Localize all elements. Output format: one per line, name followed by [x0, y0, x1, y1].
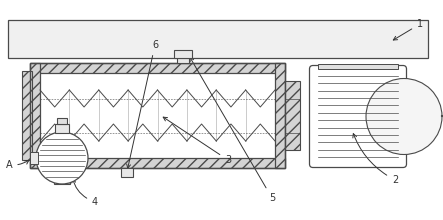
Bar [275, 63, 285, 168]
Circle shape [36, 132, 88, 184]
Bar [40, 73, 275, 158]
Bar [174, 50, 192, 57]
Bar [285, 81, 300, 150]
Bar [177, 57, 189, 63]
Bar [55, 124, 69, 133]
Bar [30, 152, 38, 164]
Bar [30, 63, 285, 168]
Text: 5: 5 [190, 57, 275, 203]
Bar [318, 64, 398, 69]
FancyBboxPatch shape [310, 66, 407, 167]
Text: 3: 3 [163, 117, 231, 165]
Text: 2: 2 [353, 134, 398, 185]
Text: 4: 4 [72, 179, 98, 207]
Bar [8, 20, 428, 58]
Bar [30, 63, 285, 73]
Bar [22, 71, 32, 160]
Bar [54, 172, 70, 184]
Bar [30, 158, 285, 168]
Bar [30, 63, 40, 168]
Text: 1: 1 [393, 19, 423, 40]
Bar [57, 118, 67, 124]
Text: 6: 6 [127, 40, 158, 168]
Text: A: A [6, 160, 29, 170]
Circle shape [366, 79, 442, 154]
Bar [121, 168, 133, 177]
